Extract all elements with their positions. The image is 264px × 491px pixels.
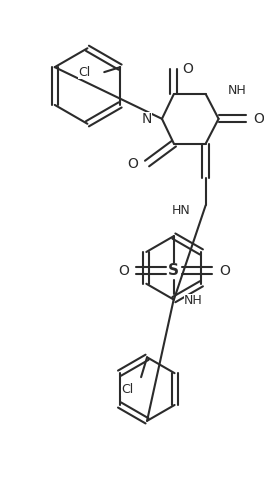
Text: NH: NH xyxy=(184,294,202,307)
Text: O: O xyxy=(128,157,139,170)
Text: HN: HN xyxy=(172,204,191,217)
Text: O: O xyxy=(118,264,129,278)
Text: O: O xyxy=(182,62,193,76)
Text: O: O xyxy=(219,264,230,278)
Text: Cl: Cl xyxy=(78,66,90,79)
Text: NH: NH xyxy=(228,84,246,98)
Text: S: S xyxy=(168,263,179,278)
Text: Cl: Cl xyxy=(121,382,133,396)
Text: N: N xyxy=(142,112,152,126)
Text: O: O xyxy=(253,112,264,126)
